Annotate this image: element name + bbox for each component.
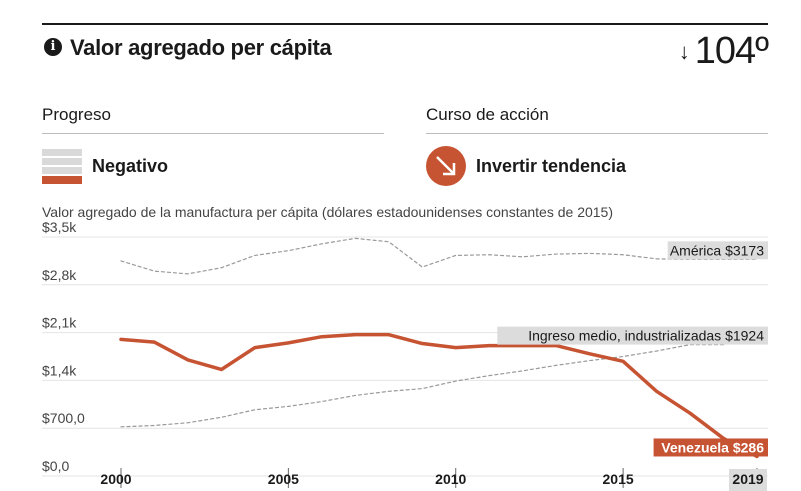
- action-panel: Curso de acción Invertir tendencia: [426, 105, 768, 204]
- chart-title: Valor agregado de la manufactura per cáp…: [42, 204, 614, 220]
- x-tick-label: 2019: [732, 471, 763, 487]
- rank-down-arrow-icon: ↓: [678, 39, 690, 64]
- x-tick-label: 2010: [435, 471, 466, 487]
- action-status: Invertir tendencia: [476, 156, 627, 176]
- y-tick-label: $1,4k: [42, 362, 77, 378]
- progress-stripes-icon: [42, 149, 82, 186]
- series-line-0: [120, 237, 758, 275]
- rank-value: 104º: [694, 30, 769, 72]
- progress-status: Negativo: [92, 156, 169, 176]
- progress-panel: Progreso Negativo: [42, 105, 384, 204]
- top-rule: [42, 23, 768, 25]
- action-heading: Curso de acción: [426, 105, 768, 134]
- info-icon[interactable]: i: [44, 38, 62, 56]
- x-tick-label: 2015: [603, 471, 634, 487]
- series-line-1: [120, 344, 725, 428]
- indicator-title: Valor agregado per cápita: [70, 35, 332, 60]
- header: i Valor agregado per cápita ↓ 104º: [42, 30, 769, 80]
- progress-heading: Progreso: [42, 105, 384, 134]
- series-end-label: Venezuela $286: [661, 439, 764, 455]
- series-end-label: Ingreso medio, industrializadas $1924: [528, 328, 764, 344]
- series-end-label-bg: [497, 326, 768, 345]
- series-end-label: América $3173: [670, 242, 764, 258]
- y-tick-label: $0,0: [42, 458, 69, 474]
- rank: ↓ 104º: [678, 30, 769, 73]
- y-tick-label: $2,8k: [42, 267, 77, 283]
- y-tick-label: $2,1k: [42, 315, 77, 331]
- series-end-label-bg: [667, 241, 768, 260]
- y-tick-label: $700,0: [42, 410, 85, 426]
- x-tick-highlight: [729, 469, 767, 491]
- x-tick-label: 2005: [268, 471, 299, 487]
- line-chart: $3,5k $2,8k $2,1k $1,4k $700,0 $0,0 2000 2005 20…: [42, 222, 768, 491]
- x-tick-label: 2000: [100, 471, 131, 487]
- series-end-label-bg: [653, 438, 768, 457]
- series-line-2: [119, 332, 759, 459]
- y-tick-label: $3,5k: [42, 222, 77, 235]
- arrow-down-right-icon: [426, 146, 466, 186]
